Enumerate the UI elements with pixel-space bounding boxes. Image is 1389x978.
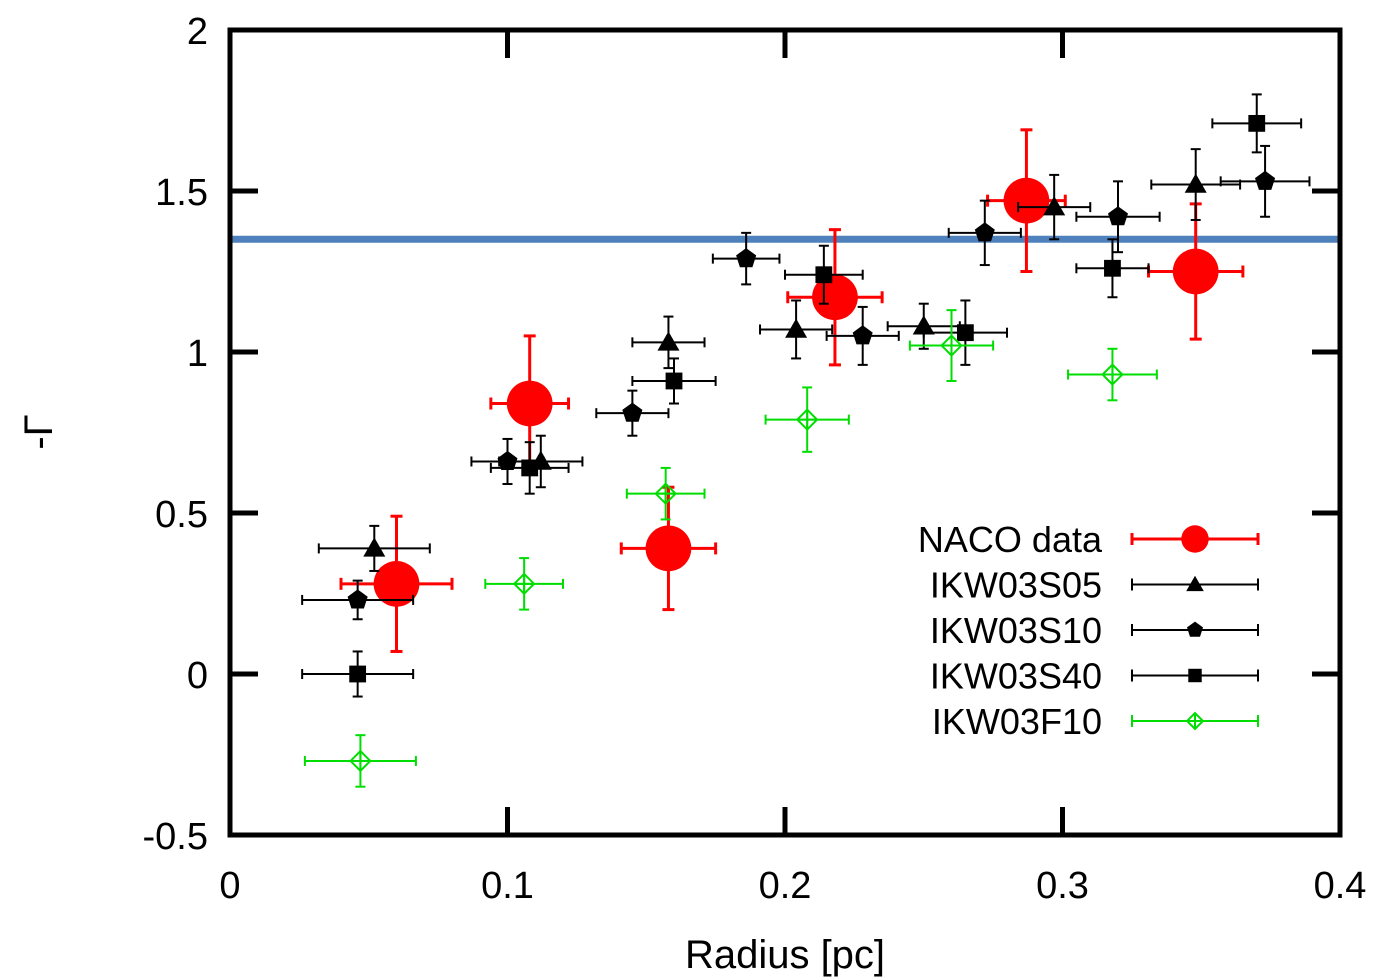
y-axis-label: -Γ: [17, 414, 61, 449]
marker-triangle: [1184, 173, 1207, 193]
y-tick-label: 0.5: [155, 494, 208, 536]
data-point: [764, 386, 850, 453]
data-point: [303, 734, 417, 788]
legend-label: IKW03S40: [930, 656, 1102, 697]
marker-pentagon: [1255, 170, 1276, 190]
x-tick-label: 0: [219, 865, 240, 907]
series-naco-data: [339, 128, 1245, 653]
data-point: [1147, 202, 1245, 341]
data-point: [1150, 148, 1242, 221]
marker-triangle: [912, 315, 935, 335]
marker-triangle: [1043, 196, 1066, 216]
data-point: [1075, 180, 1161, 254]
y-tick-label: 0: [187, 655, 208, 697]
marker-square: [1104, 259, 1121, 277]
marker-pentagon: [1108, 206, 1128, 226]
data-point: [317, 524, 431, 572]
y-tick-label: 1.5: [155, 172, 208, 214]
data-point: [886, 302, 961, 350]
data-point: [711, 231, 781, 286]
data-point: [619, 485, 718, 612]
data-point: [489, 441, 570, 495]
data-point: [1211, 93, 1303, 154]
data-layer: [301, 93, 1311, 788]
marker-square: [815, 266, 833, 284]
data-point: [1219, 144, 1311, 218]
marker-triangle: [785, 318, 808, 338]
y-tick-label: 1: [187, 333, 208, 375]
data-point: [922, 299, 1008, 366]
marker-circle: [1181, 525, 1209, 553]
data-point: [301, 579, 415, 621]
tick-labels: 0 0.1 0.2 0.3 0.4 -0.5 0 0.5 1 1.5 2: [143, 11, 1367, 907]
data-point: [947, 199, 1022, 267]
y-tick-label: 2: [187, 11, 208, 53]
x-tick-label: 0.4: [1314, 865, 1367, 907]
legend-entry: IKW03S40: [930, 656, 1259, 697]
data-point: [1067, 347, 1158, 402]
data-point: [1075, 238, 1150, 299]
series-ikw03s10: [301, 144, 1311, 621]
data-point: [631, 357, 717, 405]
series-ikw03s05: [317, 148, 1242, 572]
marker-circle: [1172, 248, 1219, 295]
marker-pentagon: [852, 325, 873, 345]
x-tick-label: 0.2: [759, 865, 812, 907]
marker-circle: [645, 525, 692, 572]
marker-circle: [506, 380, 553, 427]
data-point: [484, 557, 564, 611]
legend-label: IKW03F10: [932, 701, 1102, 742]
data-point: [1017, 173, 1092, 241]
marker-pentagon: [1187, 621, 1203, 637]
legend-label: IKW03S05: [930, 565, 1102, 606]
marker-square: [521, 459, 539, 477]
data-point: [339, 514, 454, 653]
legend-entry: IKW03S10: [930, 610, 1259, 651]
marker-square: [349, 665, 367, 683]
data-point: [631, 315, 706, 370]
marker-pentagon: [974, 222, 995, 242]
legend-entry: NACO data: [918, 519, 1260, 560]
marker-pentagon: [497, 450, 518, 470]
x-tick-label: 0.3: [1036, 865, 1089, 907]
series-ikw03f10: [303, 309, 1158, 788]
x-axis-label: Radius [pc]: [685, 933, 885, 977]
x-tick-label: 0.1: [481, 865, 534, 907]
legend-label: IKW03S10: [930, 610, 1102, 651]
marker-pentagon: [347, 589, 368, 609]
legend-label: NACO data: [918, 519, 1103, 560]
marker-circle: [1003, 177, 1050, 224]
marker-circle: [373, 560, 420, 607]
data-point: [784, 244, 864, 305]
axis-ticks: [227, 27, 1343, 838]
marker-square: [956, 324, 974, 342]
marker-pentagon: [622, 402, 643, 422]
legend-entry: IKW03F10: [932, 701, 1259, 742]
marker-square: [1188, 668, 1202, 683]
marker-square: [665, 372, 683, 390]
marker-triangle: [1186, 575, 1204, 592]
data-point: [625, 466, 706, 521]
data-point: [759, 299, 834, 360]
marker-triangle: [363, 537, 386, 557]
data-point: [908, 309, 995, 382]
data-point: [470, 437, 545, 486]
data-point: [986, 128, 1067, 273]
marker-square: [1248, 114, 1266, 132]
data-point: [786, 228, 884, 367]
data-point: [825, 305, 900, 366]
series-ikw03s40: [301, 93, 1303, 698]
legend-entry: IKW03S05: [930, 565, 1259, 606]
data-point: [595, 389, 670, 437]
marker-pentagon: [736, 248, 757, 268]
y-tick-label: -0.5: [143, 816, 208, 858]
plot-frame: [227, 27, 1343, 838]
marker-triangle: [657, 331, 680, 351]
data-point: [301, 650, 415, 698]
